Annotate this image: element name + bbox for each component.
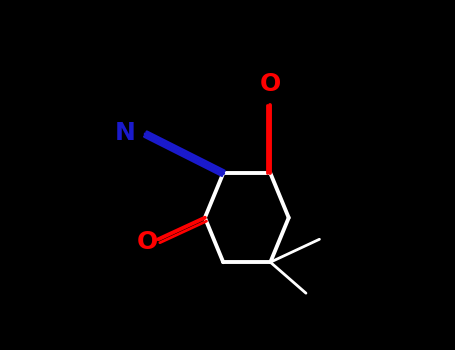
Text: O: O [260,72,281,97]
Text: O: O [137,230,158,254]
Text: N: N [115,121,135,145]
